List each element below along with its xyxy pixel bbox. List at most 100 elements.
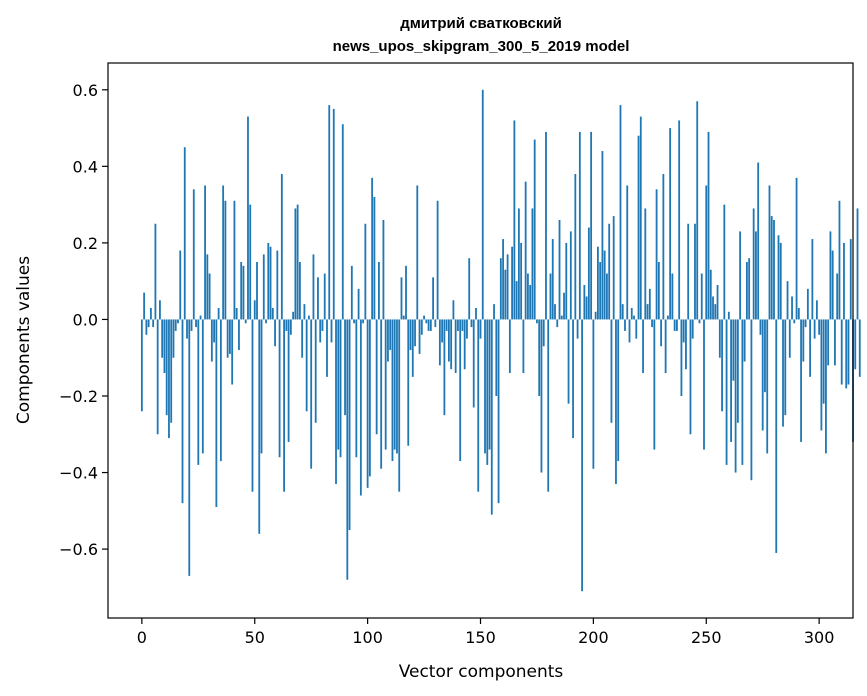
bar-40 [231,319,234,385]
bar-2 [145,319,148,335]
bar-286 [786,281,789,320]
bar-228 [655,189,658,320]
bar-258 [723,204,726,320]
bar-97 [359,319,362,496]
bar-209 [612,216,615,320]
bar-32 [213,319,216,343]
bar-191 [572,319,574,439]
bar-208 [610,319,613,423]
bar-106 [380,319,383,469]
bar-173 [531,208,534,320]
bar-169 [522,319,525,374]
bar-129 [432,277,434,320]
bar-13 [170,319,173,423]
y-tick-label: 0.6 [73,81,98,100]
bar-19 [183,147,186,320]
bar-148 [475,307,477,320]
bar-276 [764,319,766,393]
bar-121 [414,319,416,347]
bar-212 [619,105,622,320]
bar-284 [782,319,784,427]
bar-26 [199,315,202,320]
bar-128 [429,319,432,331]
bar-140 [457,319,459,331]
bar-8 [159,300,161,320]
bar-268 [745,262,748,320]
bar-105 [378,262,380,320]
bar-107 [382,219,385,320]
bar-16 [177,319,179,324]
bar-182 [551,239,554,320]
bar-158 [497,319,500,504]
bar-135 [445,319,448,331]
bar-70 [298,262,301,320]
bar-194 [578,131,581,320]
bar-110 [389,319,392,351]
bar-178 [542,319,545,347]
bar-240 [682,319,685,343]
bar-152 [484,319,486,454]
bar-216 [628,319,631,343]
bar-211 [617,319,620,462]
bar-117 [405,265,407,320]
bar-24 [195,319,197,328]
bar-204 [601,151,604,320]
bar-223 [644,208,647,320]
bar-64 [285,319,288,331]
bar-10 [163,319,166,374]
y-tick-label: −0.4 [59,464,98,483]
bar-314 [849,239,852,320]
bar-3 [147,319,150,328]
bar-277 [766,319,769,454]
bar-263 [734,319,737,473]
bar-241 [685,319,687,370]
x-tick-label: 50 [245,628,265,647]
bar-303 [825,319,827,454]
bar-198 [587,227,590,320]
bar-245 [694,223,696,320]
bar-157 [495,319,498,396]
bar-304 [827,319,830,366]
bar-83 [328,105,331,320]
bar-46 [244,319,247,324]
bar-133 [441,319,444,343]
bar-114 [398,319,401,492]
bar-20 [186,319,188,339]
bar-111 [391,319,394,462]
bar-127 [427,319,430,331]
bar-81 [323,273,326,320]
bar-162 [506,254,509,320]
bar-246 [696,101,699,320]
bar-145 [468,258,471,320]
bar-43 [238,319,240,351]
bar-297 [811,239,814,320]
bar-56 [267,242,270,320]
bar-59 [274,319,276,347]
bar-series [140,89,861,592]
x-axis-label: Vector components [399,662,564,682]
bar-154 [488,319,491,450]
bar-267 [743,319,746,362]
bar-39 [229,319,231,354]
bar-274 [759,319,762,335]
bar-118 [407,319,410,446]
bar-264 [736,319,739,423]
bar-155 [490,319,493,515]
bar-278 [768,185,771,320]
bar-235 [671,273,674,320]
bar-200 [592,319,595,469]
bar-119 [409,319,412,351]
bar-226 [651,319,653,328]
bar-175 [536,319,538,324]
bar-87 [337,319,340,450]
bar-192 [574,174,577,320]
bar-6 [154,223,157,320]
bar-213 [621,304,624,320]
y-axis-label: Components values [14,256,34,424]
bar-58 [271,307,274,320]
bar-255 [716,285,719,320]
bar-23 [192,189,195,320]
bar-53 [260,319,263,454]
bar-96 [357,288,360,320]
